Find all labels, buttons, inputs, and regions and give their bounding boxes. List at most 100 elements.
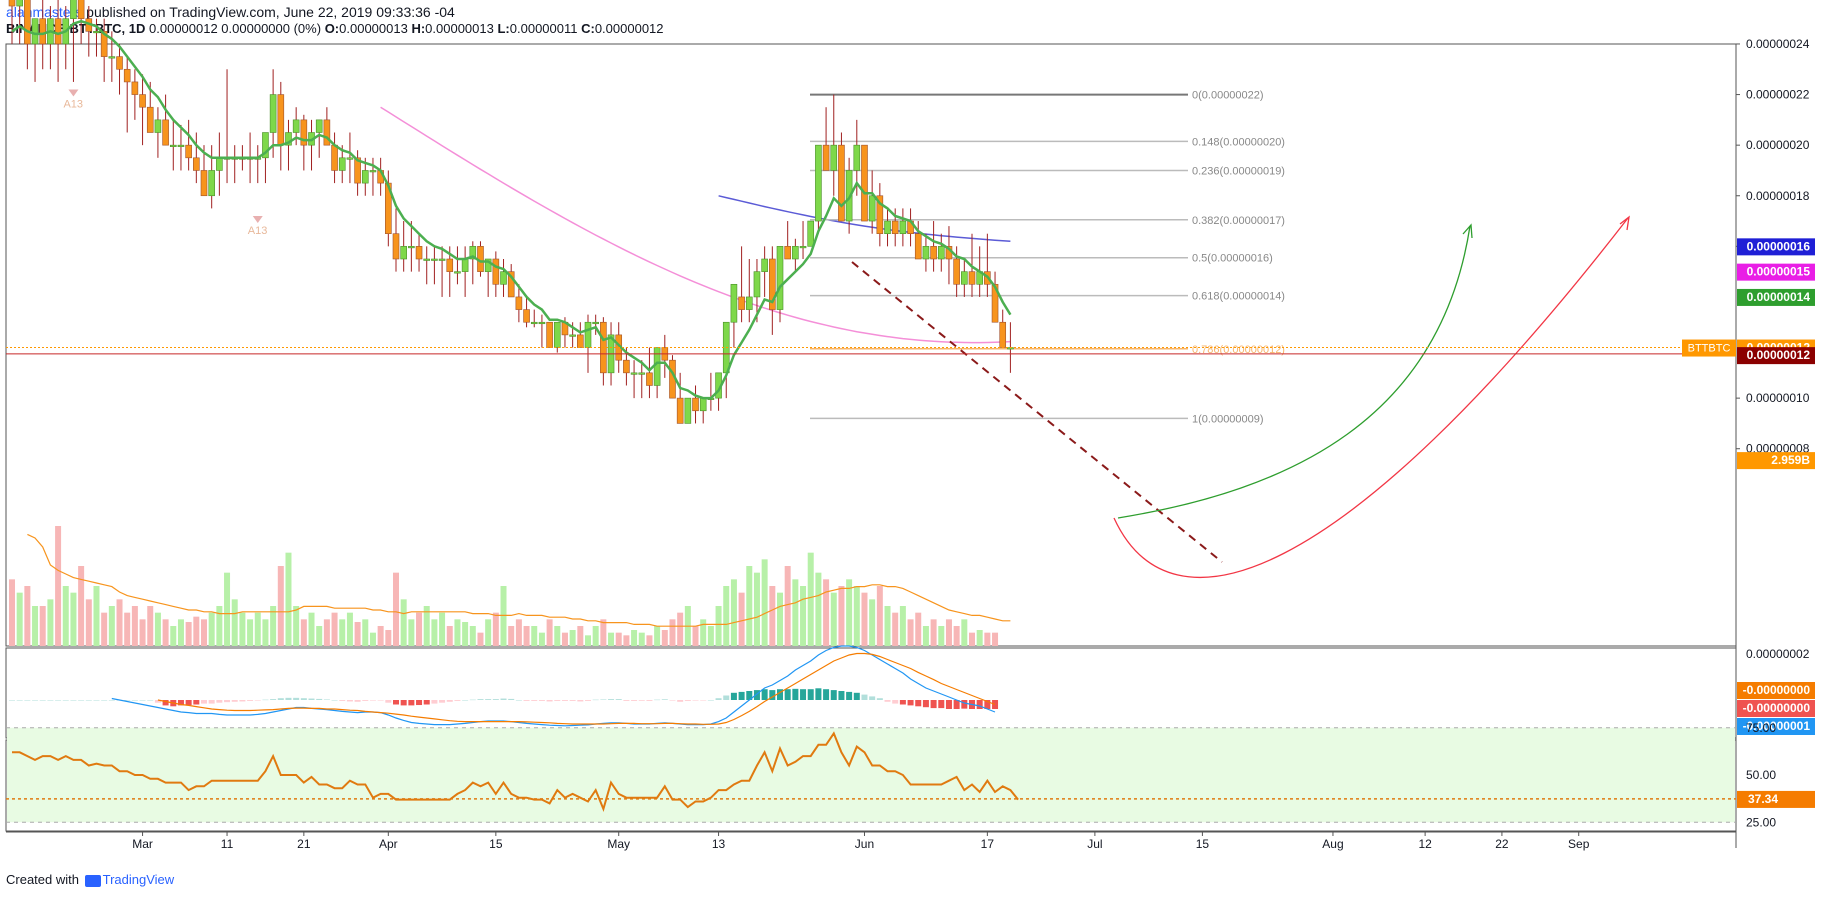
macd-histogram-bar <box>293 697 300 700</box>
volume-bar <box>131 606 138 646</box>
price-badge <box>1737 347 1815 365</box>
volume-bar <box>638 632 645 646</box>
rsi-tick-label: 75.00 <box>1746 721 1776 735</box>
volume-bar <box>277 566 284 646</box>
macd-histogram-bar <box>945 700 952 709</box>
tradingview-link[interactable]: TradingView <box>102 872 175 887</box>
macd-histogram-bar <box>369 700 376 701</box>
candle-body <box>361 170 369 184</box>
candle-body <box>408 246 415 249</box>
candle-body <box>538 321 546 325</box>
time-tick-label: Aug <box>1322 837 1343 851</box>
price-tick-label: 0.00000010 <box>1746 391 1810 405</box>
time-tick-label: 22 <box>1495 837 1509 851</box>
volume-bar <box>177 619 184 646</box>
symbol-badge-text: BTTBTC <box>1688 343 1731 355</box>
macd-histogram-bar <box>339 700 346 701</box>
macd-histogram-bar <box>899 700 906 705</box>
volume-bar <box>753 572 760 646</box>
volume-bar <box>953 626 960 646</box>
candle-body <box>745 296 753 310</box>
volume-bar <box>661 630 668 646</box>
macd-histogram-bar <box>154 700 161 703</box>
volume-bar <box>216 606 223 646</box>
macd-histogram-bar <box>853 692 860 700</box>
candle-body <box>24 0 31 45</box>
open-value: 0.00000013 <box>339 21 408 36</box>
volume-bar <box>285 552 292 646</box>
volume-bar <box>477 632 484 646</box>
macd-badge <box>1737 700 1815 717</box>
volume-bar <box>577 626 584 646</box>
macd-histogram-bar <box>354 700 361 702</box>
volume-bar <box>984 632 991 646</box>
volume-bar <box>615 632 622 646</box>
volume-bar <box>346 612 353 646</box>
macd-histogram-bar <box>615 699 622 700</box>
volume-bar <box>85 599 92 646</box>
macd-histogram-bar <box>454 700 461 701</box>
time-tick-label: Apr <box>379 837 398 851</box>
candle-body <box>799 246 807 249</box>
volume-bar <box>62 586 69 646</box>
candle-body <box>569 334 576 337</box>
candle-body <box>577 334 584 348</box>
candle-body <box>546 321 553 348</box>
macd-histogram-bar <box>884 700 891 702</box>
macd-badge-text: -0.00000000 <box>1743 701 1811 715</box>
candle-body <box>891 220 899 234</box>
macd-histogram-bar <box>915 700 922 707</box>
candle-body <box>100 31 108 57</box>
macd-histogram-bar <box>224 700 231 703</box>
macd-histogram-bar <box>492 699 499 700</box>
candle-body <box>684 397 692 424</box>
macd-histogram-bar <box>32 700 39 701</box>
fib-level-label: 0.786(0.00000012) <box>1192 344 1285 356</box>
volume-bar <box>124 612 131 646</box>
macd-histogram-bar <box>39 700 46 701</box>
volume-bar <box>16 592 23 646</box>
candle-body <box>807 220 815 247</box>
sma-pink-line <box>380 106 1011 344</box>
projection-arrow-green <box>1117 225 1471 519</box>
candle-body <box>646 372 653 386</box>
macd-histogram-bar <box>131 700 138 701</box>
candle-body <box>16 0 23 7</box>
trend-line-dashed <box>851 261 1223 563</box>
candle-body <box>953 258 960 285</box>
macd-histogram-bar <box>262 699 269 701</box>
candle-body <box>876 195 884 234</box>
time-tick-label: Mar <box>132 837 153 851</box>
macd-histogram-bar <box>362 700 369 701</box>
candle-body <box>999 321 1007 348</box>
macd-histogram-bar <box>515 700 522 701</box>
macd-badge-text: -0.00000000 <box>1743 683 1811 697</box>
macd-histogram-bar <box>400 700 407 706</box>
candle-body <box>285 132 292 146</box>
volume-bar <box>354 622 361 646</box>
price-tick-label: 0.00000020 <box>1746 138 1810 152</box>
rsi-band <box>7 727 1735 823</box>
macd-histogram-bar <box>792 688 799 700</box>
macd-badge <box>1737 682 1815 699</box>
volume-bar <box>523 626 530 646</box>
macd-histogram-bar <box>907 700 914 706</box>
candle-body <box>70 0 77 19</box>
macd-histogram-bar <box>55 700 62 701</box>
macd-histogram-bar <box>784 689 791 700</box>
volume-bar <box>976 630 983 646</box>
macd-histogram-bar <box>577 700 584 702</box>
macd-histogram-bar <box>753 690 760 700</box>
macd-histogram-bar <box>746 691 753 700</box>
candle-body <box>139 94 146 108</box>
candle-body <box>961 271 968 285</box>
volume-bar <box>669 619 676 646</box>
macd-histogram-bar <box>961 700 968 709</box>
volume-bar <box>631 630 638 646</box>
volume-bar <box>761 559 768 646</box>
macd-histogram-bar <box>830 690 837 700</box>
macd-histogram-bar <box>423 700 430 705</box>
macd-histogram-bar <box>984 700 991 709</box>
volume-bar <box>492 612 499 646</box>
